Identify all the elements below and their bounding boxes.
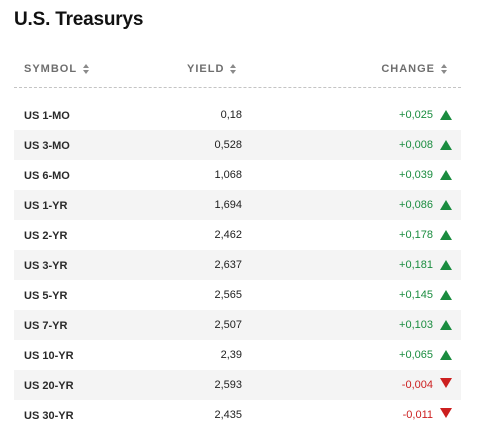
table-row[interactable]: US 1-YR 1,694 +0,086 [14, 190, 461, 220]
yield-value: 2,565 [214, 289, 242, 301]
yield-value: 2,462 [214, 229, 242, 241]
change-value: +0,065 [399, 349, 433, 361]
symbol-link[interactable]: US 10-YR [24, 350, 74, 362]
column-header-yield[interactable]: YIELD [187, 63, 237, 75]
arrow-up-icon [440, 290, 452, 300]
change-value: +0,008 [399, 139, 433, 151]
sort-icon [83, 64, 90, 74]
yield-value: 0,18 [220, 109, 242, 121]
symbol-link[interactable]: US 3-YR [24, 260, 68, 272]
yield-value: 2,435 [214, 409, 242, 421]
change-value: +0,086 [399, 199, 433, 211]
table-body: US 1-MO 0,18 +0,025 US 3-MO 0,528 +0,008 US 6-… [14, 100, 461, 430]
column-header-symbol-label: SYMBOL [24, 63, 78, 75]
table-row[interactable]: US 2-YR 2,462 +0,178 [14, 220, 461, 250]
arrow-up-icon [440, 110, 452, 120]
arrow-up-icon [440, 140, 452, 150]
table-row[interactable]: US 20-YR 2,593 -0,004 [14, 370, 461, 400]
table-row[interactable]: US 5-YR 2,565 +0,145 [14, 280, 461, 310]
table-row[interactable]: US 10-YR 2,39 +0,065 [14, 340, 461, 370]
column-header-symbol[interactable]: SYMBOL [24, 63, 90, 75]
change-value: -0,004 [401, 379, 433, 391]
table-row[interactable]: US 1-MO 0,18 +0,025 [14, 100, 461, 130]
arrow-up-icon [440, 260, 452, 270]
arrow-down-icon [440, 408, 452, 418]
change-value: +0,181 [399, 259, 433, 271]
change-value: +0,103 [399, 319, 433, 331]
change-value: +0,025 [399, 109, 433, 121]
arrow-up-icon [440, 170, 452, 180]
symbol-link[interactable]: US 1-YR [24, 200, 68, 212]
yield-value: 1,694 [214, 199, 242, 211]
column-header-change-label: CHANGE [381, 63, 435, 75]
symbol-link[interactable]: US 7-YR [24, 320, 68, 332]
yield-value: 2,593 [214, 379, 242, 391]
symbol-link[interactable]: US 2-YR [24, 230, 68, 242]
symbol-link[interactable]: US 20-YR [24, 380, 74, 392]
arrow-up-icon [440, 320, 452, 330]
sort-icon [230, 64, 237, 74]
table-row[interactable]: US 6-MO 1,068 +0,039 [14, 160, 461, 190]
arrow-up-icon [440, 200, 452, 210]
sort-icon [441, 64, 447, 74]
arrow-down-icon [440, 378, 452, 388]
table-row[interactable]: US 7-YR 2,507 +0,103 [14, 310, 461, 340]
table-header: SYMBOL YIELD CHANGE [14, 52, 461, 88]
change-value: +0,178 [399, 229, 433, 241]
symbol-link[interactable]: US 6-MO [24, 170, 70, 182]
change-value: -0,011 [402, 409, 433, 421]
yield-value: 2,507 [214, 319, 242, 331]
yield-value: 0,528 [214, 139, 242, 151]
yield-value: 2,637 [214, 259, 242, 271]
column-header-yield-label: YIELD [187, 63, 225, 75]
arrow-up-icon [440, 230, 452, 240]
table-row[interactable]: US 30-YR 2,435 -0,011 [14, 400, 461, 430]
table-row[interactable]: US 3-YR 2,637 +0,181 [14, 250, 461, 280]
table-row[interactable]: US 3-MO 0,528 +0,008 [14, 130, 461, 160]
yield-value: 2,39 [220, 349, 242, 361]
symbol-link[interactable]: US 1-MO [24, 110, 70, 122]
widget-title: U.S. Treasurys [14, 9, 144, 30]
symbol-link[interactable]: US 30-YR [24, 410, 74, 422]
yield-value: 1,068 [214, 169, 242, 181]
symbol-link[interactable]: US 3-MO [24, 140, 70, 152]
symbol-link[interactable]: US 5-YR [24, 290, 68, 302]
change-value: +0,039 [399, 169, 433, 181]
column-header-change[interactable]: CHANGE [381, 63, 447, 75]
arrow-up-icon [440, 350, 452, 360]
change-value: +0,145 [399, 289, 433, 301]
